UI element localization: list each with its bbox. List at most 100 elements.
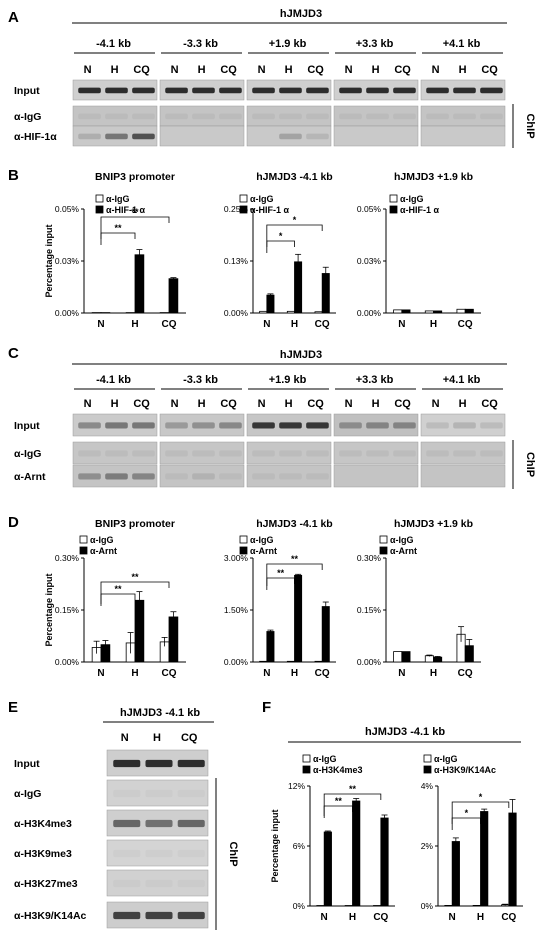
significance-label: * <box>279 231 283 241</box>
legend-label: α-H3K9/K14Ac <box>434 765 496 775</box>
gel-band <box>366 87 389 94</box>
bar <box>91 312 102 314</box>
gel-band <box>306 133 329 140</box>
legend-swatch <box>423 754 432 763</box>
gel-band <box>165 450 188 457</box>
significance-bracket <box>451 817 481 830</box>
lane-label: N <box>432 64 440 76</box>
significance-bracket <box>266 563 323 586</box>
significance-bracket <box>100 581 170 604</box>
gel-band <box>145 759 173 768</box>
significance-bracket <box>100 232 136 245</box>
gel-band <box>339 450 362 457</box>
row-label: α-HIF-1α <box>14 131 57 143</box>
bar <box>373 905 382 907</box>
lane-label: CQ <box>307 398 324 410</box>
bar <box>286 660 295 663</box>
gel-strip <box>333 413 419 437</box>
y-tick-label: 0.15% <box>357 605 382 615</box>
gel-band <box>177 759 205 768</box>
gel-band <box>393 450 416 457</box>
bar <box>433 310 443 314</box>
panel-letter-e: E <box>8 699 18 716</box>
gel-band <box>426 113 449 120</box>
gel-strip <box>72 413 158 437</box>
chart-title: hJMJD3 +1.9 kb <box>394 171 473 183</box>
bar <box>352 800 361 907</box>
lane-label: H <box>459 64 467 76</box>
gel-band <box>279 133 302 140</box>
bar <box>259 660 268 663</box>
y-tick-label: 4% <box>421 781 434 791</box>
gel-band <box>132 450 155 457</box>
panel-f: F hJMJD3 -4.1 kb α-IgGα-H3K4me30%6%12%Pe… <box>262 699 523 923</box>
y-tick-label: 0.00% <box>357 657 382 667</box>
gel-band <box>480 113 503 120</box>
lane-label: N <box>84 64 92 76</box>
x-category-label: N <box>263 319 270 330</box>
bar <box>472 905 481 907</box>
bar <box>344 905 353 907</box>
gel-band <box>366 113 389 120</box>
gel-band <box>393 113 416 120</box>
gel-band <box>145 790 172 797</box>
chart-title: hJMJD3 +1.9 kb <box>394 518 473 530</box>
gel-band <box>219 113 242 120</box>
gel-band <box>426 450 449 457</box>
legend-label: α-IgG <box>106 194 130 204</box>
legend-label: α-Arnt <box>90 546 117 556</box>
y-tick-label: 3.00% <box>224 553 249 563</box>
significance-bracket <box>100 216 170 239</box>
y-tick-label: 0% <box>421 901 434 911</box>
lane-label: H <box>111 64 119 76</box>
gel-band <box>219 87 242 94</box>
gel-strip <box>246 125 332 147</box>
bar <box>259 310 268 314</box>
x-category-label: H <box>477 912 484 923</box>
significance-label: ** <box>114 584 122 594</box>
gel-band <box>279 422 302 429</box>
gel-band <box>252 473 275 480</box>
gel-band <box>165 422 188 429</box>
y-tick-label: 0.03% <box>55 256 80 266</box>
gel-band <box>339 113 362 120</box>
bar <box>286 310 295 314</box>
lane-label: H <box>111 398 119 410</box>
x-category-label: H <box>291 668 298 679</box>
gel-strip <box>246 441 332 465</box>
gel-band <box>105 113 128 120</box>
gel-band <box>252 422 275 429</box>
bar <box>444 905 453 907</box>
gel-band <box>113 850 140 857</box>
gel-band <box>219 473 242 480</box>
gel-band <box>192 473 215 480</box>
gel-band <box>105 450 128 457</box>
lane-label: H <box>372 64 380 76</box>
gel-band <box>145 911 173 920</box>
y-tick-label: 0.15% <box>55 605 80 615</box>
significance-label: ** <box>131 207 139 217</box>
chart-title: BNIP3 promoter <box>95 171 175 183</box>
gel-band <box>306 113 329 120</box>
gel-band <box>165 87 188 94</box>
bar <box>424 655 434 663</box>
bar <box>451 841 460 907</box>
y-tick-label: 12% <box>288 781 305 791</box>
chip-label: ChIP <box>524 452 536 477</box>
gel-band <box>453 113 476 120</box>
bar <box>266 294 275 314</box>
significance-label: * <box>465 808 469 818</box>
gel-band <box>279 473 302 480</box>
panel-letter-f: F <box>262 699 271 716</box>
x-category-label: H <box>430 668 437 679</box>
gel-strip <box>72 125 158 147</box>
x-category-label: H <box>349 912 356 923</box>
panel-letter-b: B <box>8 167 19 184</box>
x-category-label: CQ <box>458 668 473 679</box>
gel-strip <box>420 464 506 488</box>
legend-label: α-IgG <box>434 754 458 764</box>
row-label: Input <box>14 85 40 97</box>
